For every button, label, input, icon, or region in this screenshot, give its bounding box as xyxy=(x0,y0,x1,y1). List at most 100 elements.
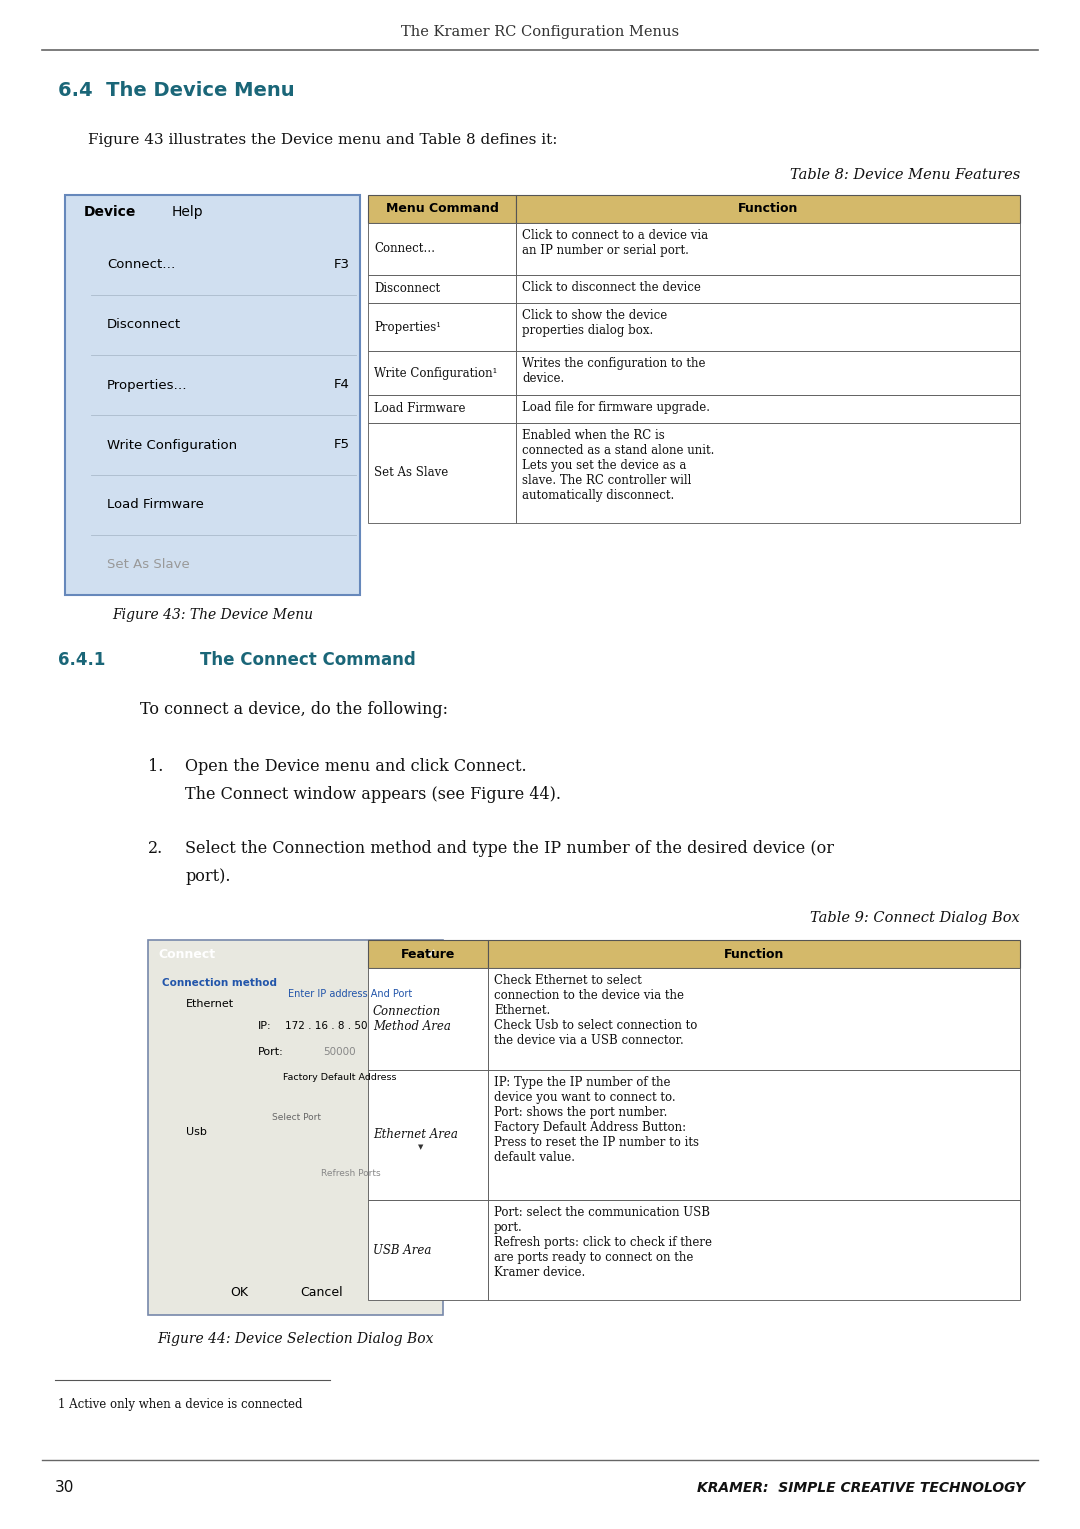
Bar xyxy=(87,476,360,535)
Bar xyxy=(368,196,516,223)
Text: Ethernet: Ethernet xyxy=(186,998,234,1009)
Text: Device: Device xyxy=(84,205,136,219)
Bar xyxy=(148,940,443,1315)
Text: Table 9: Connect Dialog Box: Table 9: Connect Dialog Box xyxy=(810,911,1020,925)
Text: 1 Active only when a device is connected: 1 Active only when a device is connected xyxy=(58,1398,302,1411)
Text: Figure 43 illustrates the Device menu and Table 8 defines it:: Figure 43 illustrates the Device menu an… xyxy=(87,133,557,147)
Text: port).: port). xyxy=(185,868,230,885)
Bar xyxy=(488,1200,1020,1300)
Bar xyxy=(156,196,220,229)
Text: Port:: Port: xyxy=(258,1047,284,1057)
Text: Click to show the device
properties dialog box.: Click to show the device properties dial… xyxy=(522,309,667,336)
Text: Check Ethernet to select
connection to the device via the
Ethernet.
Check Usb to: Check Ethernet to select connection to t… xyxy=(494,974,698,1047)
Bar xyxy=(87,235,360,295)
Text: Refresh Ports: Refresh Ports xyxy=(321,1168,380,1177)
Text: Select Port: Select Port xyxy=(272,1113,321,1122)
Text: Click to connect to a device via
an IP number or serial port.: Click to connect to a device via an IP n… xyxy=(522,229,708,257)
Text: Connect…: Connect… xyxy=(107,258,175,272)
Text: IP:: IP: xyxy=(258,1021,272,1031)
Text: The Connect window appears (see Figure 44).: The Connect window appears (see Figure 4… xyxy=(185,786,561,803)
Bar xyxy=(87,414,360,476)
Bar xyxy=(368,275,516,303)
Text: 30: 30 xyxy=(55,1480,75,1495)
Bar xyxy=(488,968,1020,1070)
Text: Connection
Method Area: Connection Method Area xyxy=(373,1005,450,1034)
Bar xyxy=(368,303,516,352)
Circle shape xyxy=(168,1000,176,1008)
Bar xyxy=(488,940,1020,968)
Text: ▼: ▼ xyxy=(418,1144,423,1150)
Bar xyxy=(413,1138,429,1156)
Text: Write Configuration¹: Write Configuration¹ xyxy=(374,367,498,379)
Bar xyxy=(368,968,488,1070)
Bar xyxy=(87,229,360,235)
Bar xyxy=(280,1067,400,1089)
Text: Load file for firmware upgrade.: Load file for firmware upgrade. xyxy=(522,401,710,414)
Text: Properties…: Properties… xyxy=(107,379,188,391)
Text: USB Area: USB Area xyxy=(373,1243,431,1257)
Text: 6.4.1: 6.4.1 xyxy=(58,651,106,670)
Text: Cancel: Cancel xyxy=(300,1286,343,1298)
Bar xyxy=(488,1070,1020,1200)
Bar xyxy=(516,196,1020,223)
Bar xyxy=(516,394,1020,424)
Text: Connect…: Connect… xyxy=(374,243,435,255)
Text: Properties¹: Properties¹ xyxy=(374,321,441,333)
Text: Set As Slave: Set As Slave xyxy=(374,466,448,480)
Text: Set As Slave: Set As Slave xyxy=(107,558,190,572)
Bar xyxy=(280,1043,400,1061)
Text: 50000: 50000 xyxy=(324,1047,356,1057)
Circle shape xyxy=(165,997,179,1011)
Bar xyxy=(87,355,360,414)
Text: F4: F4 xyxy=(334,379,350,391)
Bar xyxy=(368,424,516,523)
Text: Click to disconnect the device: Click to disconnect the device xyxy=(522,281,701,294)
Bar xyxy=(87,295,360,355)
Bar xyxy=(272,1164,429,1182)
Text: Figure 43: The Device Menu: Figure 43: The Device Menu xyxy=(112,609,313,622)
Bar xyxy=(368,940,488,968)
Bar xyxy=(208,1281,270,1303)
Bar xyxy=(150,1274,441,1310)
Bar xyxy=(280,1017,400,1035)
Text: The Connect Command: The Connect Command xyxy=(200,651,416,670)
Bar xyxy=(368,223,516,275)
Text: To connect a device, do the following:: To connect a device, do the following: xyxy=(140,702,448,719)
Text: Write Configuration: Write Configuration xyxy=(107,439,238,451)
Text: 6.4  The Device Menu: 6.4 The Device Menu xyxy=(58,81,295,99)
Text: Feature: Feature xyxy=(401,948,455,960)
Text: 1.: 1. xyxy=(148,758,163,775)
Bar xyxy=(368,1200,488,1300)
Bar xyxy=(516,223,1020,275)
Bar xyxy=(65,196,360,595)
Text: Disconnect: Disconnect xyxy=(374,283,441,295)
Bar xyxy=(65,229,87,595)
Bar xyxy=(368,394,516,424)
Text: Factory Default Address: Factory Default Address xyxy=(283,1073,396,1083)
Text: Help: Help xyxy=(172,205,203,219)
Bar xyxy=(368,1070,488,1200)
Text: Usb: Usb xyxy=(186,1127,207,1138)
Bar xyxy=(516,352,1020,394)
Text: Open the Device menu and click Connect.: Open the Device menu and click Connect. xyxy=(185,758,527,775)
Text: 2.: 2. xyxy=(148,839,163,856)
Circle shape xyxy=(165,1125,179,1139)
Bar xyxy=(148,940,443,968)
Text: Function: Function xyxy=(738,202,798,216)
Text: Menu Command: Menu Command xyxy=(386,202,499,216)
Bar xyxy=(89,237,357,294)
Text: ×: × xyxy=(424,946,436,962)
Text: Load Firmware: Load Firmware xyxy=(374,402,465,416)
Bar xyxy=(516,303,1020,352)
Text: F3: F3 xyxy=(334,258,350,272)
Text: OK: OK xyxy=(230,1286,248,1298)
Text: Ethernet Area: Ethernet Area xyxy=(373,1128,458,1142)
Text: Port: select the communication USB
port.
Refresh ports: click to check if there
: Port: select the communication USB port.… xyxy=(494,1206,712,1278)
Text: Connection method: Connection method xyxy=(162,979,276,988)
Bar xyxy=(87,535,360,595)
Text: 172 . 16 . 8 . 50: 172 . 16 . 8 . 50 xyxy=(285,1021,367,1031)
Text: Enter IP address And Port: Enter IP address And Port xyxy=(288,989,413,998)
Bar xyxy=(150,968,441,1274)
Bar xyxy=(286,1281,357,1303)
Text: IP: Type the IP number of the
device you want to connect to.
Port: shows the por: IP: Type the IP number of the device you… xyxy=(494,1076,699,1164)
